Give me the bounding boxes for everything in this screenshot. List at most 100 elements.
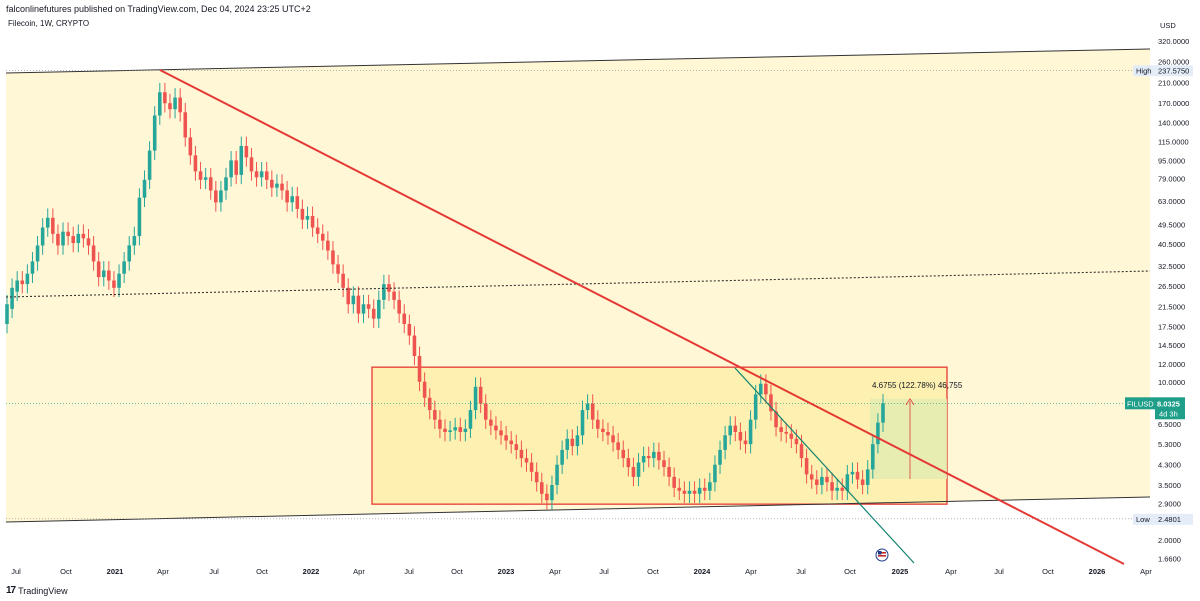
- candle-body: [784, 431, 789, 434]
- us-flag-icon: [878, 555, 886, 557]
- candle-body: [35, 245, 40, 262]
- price-tick-label: 3.5000: [1158, 481, 1181, 490]
- candle-body: [779, 427, 783, 432]
- candle-body: [489, 419, 493, 426]
- candle-body: [728, 425, 732, 436]
- us-flag-icon: [878, 551, 882, 555]
- candle-body: [51, 217, 55, 234]
- candle-body: [310, 215, 315, 228]
- candle-body: [580, 410, 585, 436]
- price-tick-label: 320.0000: [1158, 37, 1189, 46]
- candle-body: [127, 245, 132, 262]
- candle-body: [687, 490, 692, 494]
- price-tick-label: 4.3000: [1158, 461, 1181, 470]
- candle-body: [427, 397, 432, 411]
- candle-body: [596, 419, 600, 429]
- time-tick-label: 2021: [107, 567, 124, 576]
- candle-body: [809, 474, 814, 480]
- candle-body: [453, 427, 457, 431]
- us-flag-icon: [878, 552, 886, 554]
- price-tick-label: 12.0000: [1158, 360, 1185, 369]
- candle-body: [865, 469, 870, 485]
- candle-body: [15, 280, 19, 292]
- candle-body: [840, 487, 845, 491]
- candle-body: [774, 411, 778, 428]
- candle-body: [494, 425, 498, 431]
- time-tick-label: 2026: [1089, 567, 1106, 576]
- candle-body: [509, 440, 513, 445]
- candle-body: [387, 284, 391, 292]
- candle-body: [397, 299, 401, 314]
- candle-body: [641, 455, 646, 463]
- candle-body: [708, 482, 712, 491]
- candle-body: [382, 284, 386, 300]
- candle-body: [458, 427, 463, 432]
- time-tick-label: 2023: [498, 567, 515, 576]
- price-tick-label: 140.0000: [1158, 118, 1189, 127]
- price-tick-label: 95.0000: [1158, 156, 1185, 165]
- candle-body: [499, 430, 503, 436]
- candle-body: [621, 449, 626, 459]
- candle-body: [402, 313, 407, 324]
- candle-body: [147, 150, 152, 180]
- price-tick-label: 40.5000: [1158, 240, 1185, 249]
- candle-body: [539, 482, 544, 494]
- candle-body: [259, 171, 264, 178]
- candle-body: [713, 464, 717, 483]
- candle-body: [443, 428, 447, 432]
- candle-body: [514, 444, 519, 450]
- candle-body: [214, 190, 218, 203]
- candle-body: [830, 482, 834, 491]
- tradingview-logo-icon: 17: [6, 585, 16, 596]
- candle-body: [606, 431, 610, 436]
- price-tick-label: 32.5000: [1158, 262, 1185, 271]
- candle-body: [320, 233, 325, 241]
- time-tick-label: Jul: [11, 567, 21, 576]
- candle-body: [203, 177, 208, 180]
- time-tick-label: Jul: [796, 567, 806, 576]
- candle-body: [820, 476, 824, 485]
- symbol-badge: [1125, 397, 1155, 410]
- candle-body: [881, 403, 885, 423]
- candle-body: [794, 438, 799, 445]
- candle-body: [244, 145, 249, 158]
- candle-body: [132, 236, 137, 246]
- low-badge-label: Low: [1136, 515, 1150, 524]
- candle-body: [234, 160, 238, 175]
- candle-body: [758, 383, 763, 395]
- candle-body: [738, 431, 743, 441]
- candle-body: [815, 479, 819, 485]
- price-tick-label: 17.5000: [1158, 323, 1185, 332]
- candle-body: [646, 455, 651, 459]
- candle-body: [478, 386, 483, 404]
- candle-body: [545, 493, 549, 501]
- candle-body: [504, 435, 508, 441]
- candle-body: [76, 233, 81, 244]
- candle-body: [845, 474, 850, 491]
- candle-body: [473, 386, 478, 411]
- time-tick-label: Apr: [1140, 567, 1152, 576]
- low-badge-value: 2.4801: [1158, 515, 1181, 524]
- candle-body: [305, 215, 310, 220]
- candle-body: [438, 419, 442, 429]
- candle-body: [183, 112, 188, 138]
- candle-body: [371, 308, 376, 319]
- candle-body: [529, 462, 534, 472]
- candle-body: [168, 103, 172, 110]
- candle-body: [483, 403, 488, 420]
- channel-lower-line: [5, 496, 1151, 523]
- candle-body: [570, 438, 575, 447]
- price-tick-label: 115.0000: [1158, 138, 1189, 147]
- price-tick-label: 210.0000: [1158, 78, 1189, 87]
- time-tick-label: 2024: [694, 567, 712, 576]
- candle-body: [799, 444, 804, 459]
- price-tick-label: 14.5000: [1158, 341, 1185, 350]
- candle-body: [178, 97, 182, 113]
- time-tick-label: Oct: [1042, 567, 1055, 576]
- candle-body: [392, 291, 396, 300]
- candle-body: [122, 261, 126, 274]
- candle-body: [361, 304, 366, 314]
- candle-body: [636, 462, 641, 477]
- candle-body: [280, 183, 284, 191]
